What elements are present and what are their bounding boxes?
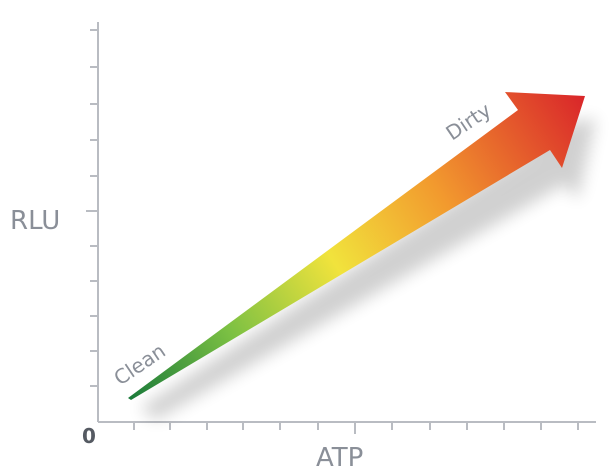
x-axis-ticks <box>133 422 579 434</box>
y-axis-ticks <box>86 29 98 387</box>
arrow-shadow <box>140 118 596 420</box>
x-axis-label: ATP <box>316 443 363 469</box>
clean-to-dirty-arrow <box>128 92 585 400</box>
clean-label: Clean <box>109 339 169 391</box>
origin-label: 0 <box>82 424 96 448</box>
y-axis-label: RLU <box>10 206 60 236</box>
